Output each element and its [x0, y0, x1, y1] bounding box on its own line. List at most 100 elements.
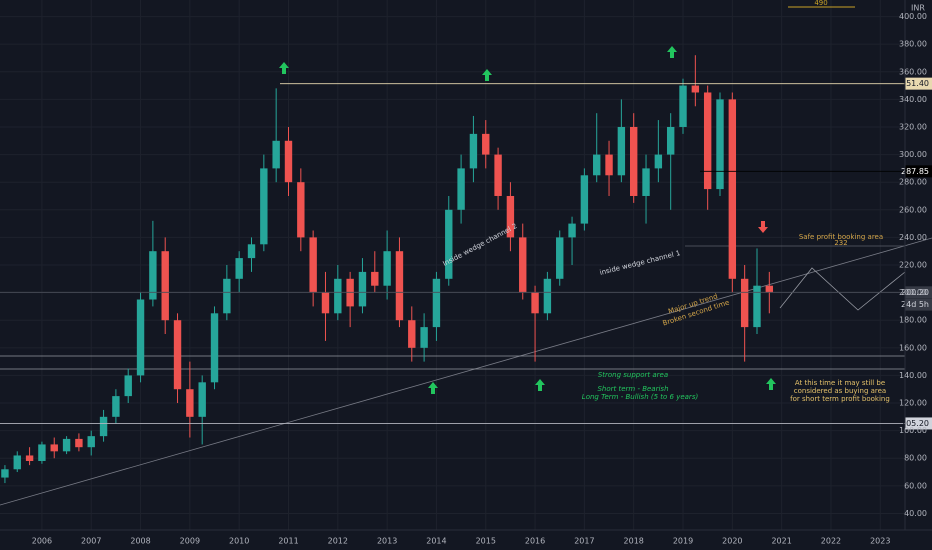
price-tag — [905, 77, 932, 90]
x-tick-label: 2020 — [722, 537, 742, 546]
candle-body — [568, 223, 576, 238]
candle-body — [432, 278, 441, 328]
candle-body — [25, 455, 34, 461]
candle-body — [617, 126, 626, 176]
annotation: Short term - Bearish — [597, 385, 668, 393]
y-tick-label: 160.00 — [899, 343, 927, 352]
x-tick-label: 2018 — [624, 537, 644, 546]
price-tag — [905, 417, 932, 430]
arrows — [279, 46, 776, 394]
candle-body — [506, 195, 515, 238]
x-tick-label: 2010 — [229, 537, 249, 546]
candle-body — [309, 237, 317, 293]
y-tick-label: 100.00 — [899, 426, 927, 435]
candle-body — [642, 168, 650, 196]
x-tick-label: 2016 — [525, 537, 545, 546]
candle-body — [482, 133, 490, 155]
candle-body — [136, 299, 145, 376]
candle-body — [408, 320, 416, 348]
y-tick-label: 380.00 — [899, 40, 927, 49]
trend-line — [0, 237, 932, 506]
price-tag-label: 287.85 — [901, 167, 929, 176]
up-arrow — [279, 62, 289, 74]
candle-body — [740, 278, 749, 328]
candle-body — [679, 85, 687, 127]
y-tick-label: 240.00 — [899, 233, 927, 242]
annotation: for short term profit booking — [790, 395, 890, 403]
x-tick-label: 2015 — [476, 537, 496, 546]
annotation: At this time it may still be — [795, 379, 885, 387]
candle-body — [383, 251, 391, 286]
x-tick-label: 2017 — [574, 537, 594, 546]
y-tick-label: 400.00 — [899, 12, 927, 21]
annotation: 232 — [834, 239, 847, 247]
candle-body — [173, 320, 182, 390]
candle-body — [728, 99, 737, 279]
candle-body — [75, 438, 83, 448]
y-tick-label: 280.00 — [899, 178, 927, 187]
candle-body — [210, 313, 219, 383]
candle-body — [87, 436, 95, 448]
candle-body — [371, 271, 379, 286]
candle-body — [691, 85, 700, 93]
price-tag — [905, 286, 932, 299]
candle-body — [38, 444, 46, 461]
x-tick-label: 2023 — [870, 537, 890, 546]
annotation: considered as buying area — [794, 387, 886, 395]
candle-body — [1, 469, 9, 478]
annotation: Long Term - Bullish (5 to 6 years) — [582, 393, 699, 401]
up-arrow — [428, 382, 438, 394]
annotation: Strong support area — [598, 371, 668, 379]
price-tag — [905, 165, 932, 178]
y-tick-label: 40.00 — [904, 509, 927, 518]
candle-body — [321, 292, 330, 314]
countdown: 24d 5h — [901, 300, 929, 309]
candle-body — [556, 237, 564, 279]
y-tick-label: 140.00 — [899, 371, 927, 380]
candle-body — [703, 92, 712, 190]
candle-body — [765, 285, 774, 293]
down-arrow — [758, 221, 768, 233]
axis-labels: 40.00 60.00 80.00 100.00 120.00 140.00 160.00 1… — [32, 12, 927, 545]
up-arrow — [766, 378, 776, 390]
x-tick-label: 2008 — [130, 537, 150, 546]
candle-body — [580, 175, 589, 224]
candle-body — [235, 258, 243, 279]
x-tick-label: 2019 — [673, 537, 693, 546]
candle-body — [654, 154, 663, 169]
candle-body — [519, 237, 527, 293]
up-arrow — [667, 46, 677, 58]
projection — [779, 267, 906, 311]
annotation: Safe profit booking area — [799, 233, 883, 241]
y-tick-label: 320.00 — [899, 122, 927, 131]
candle-body — [149, 251, 157, 300]
x-tick-label: 2021 — [771, 537, 791, 546]
candle-body — [161, 251, 169, 321]
price-tag-label: 200.20 — [901, 288, 929, 297]
price-tag-label: 351.40 — [901, 79, 929, 88]
candle-body — [593, 154, 601, 176]
candle-body — [260, 168, 268, 245]
up-arrow — [535, 379, 545, 391]
candle-body — [112, 396, 120, 417]
candle-body — [445, 209, 453, 279]
candle-body — [50, 444, 58, 452]
y-tick-label: 80.00 — [904, 454, 927, 463]
candle-body — [198, 382, 206, 417]
candle-body — [186, 389, 194, 417]
y-tick-label: 60.00 — [904, 481, 927, 490]
price-tag-label: 105.20 — [901, 419, 929, 428]
candle-body — [99, 416, 108, 437]
grid — [0, 0, 905, 530]
candle-body — [297, 182, 305, 238]
candle-body — [124, 375, 132, 397]
x-tick-label: 2022 — [821, 537, 841, 546]
countdown-tag — [905, 298, 932, 311]
candle-body — [457, 168, 465, 210]
x-tick-label: 2014 — [426, 537, 446, 546]
x-tick-label: 2013 — [377, 537, 397, 546]
candle-body — [334, 278, 342, 314]
currency: INR — [911, 4, 925, 13]
candle-body — [420, 327, 428, 348]
